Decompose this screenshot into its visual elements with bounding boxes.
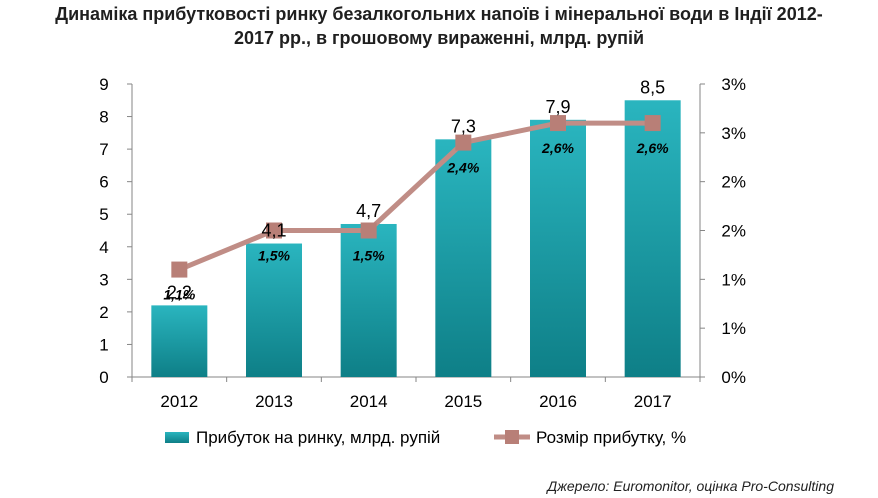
x-tick-label: 2015 [444, 392, 482, 411]
line-value-label: 2,4% [446, 160, 479, 176]
y-right-tick-label: 1% [721, 270, 746, 289]
bar-2015 [435, 139, 492, 377]
line-value-label: 2,6% [636, 140, 669, 156]
line-value-label: 1,1% [163, 287, 195, 303]
line-marker-2013 [266, 222, 282, 239]
line-value-label: 1,5% [258, 248, 290, 264]
y-right-tick-label: 3% [721, 75, 746, 94]
chart-title-line-2: 2017 рр., в грошовому вираженні, млрд. р… [233, 28, 645, 48]
bar-value-label: 7,9 [545, 97, 570, 117]
legend-bar-swatch [165, 432, 189, 443]
y-left-tick-label: 4 [99, 238, 108, 257]
x-tick-label: 2014 [350, 392, 388, 411]
legend-line-marker [505, 430, 519, 444]
line-marker-2014 [360, 222, 377, 239]
legend-line-label: Розмір прибутку, % [536, 428, 686, 447]
y-left-tick-label: 8 [99, 108, 108, 127]
chart-title-line-1: Динаміка прибутковості ринку безалкоголь… [55, 4, 823, 24]
legend-bar-label: Прибуток на ринку, млрд. рупій [196, 428, 440, 447]
bar-value-label: 7,3 [451, 116, 476, 136]
line-value-label: 1,5% [353, 248, 385, 264]
x-tick-label: 2012 [160, 392, 198, 411]
x-tick-label: 2016 [539, 392, 577, 411]
y-left-tick-label: 7 [99, 140, 108, 159]
y-right-tick-label: 2% [721, 173, 746, 192]
bar-value-label: 4,7 [356, 201, 381, 221]
y-left-tick-label: 2 [99, 303, 108, 322]
y-right-tick-label: 3% [721, 124, 746, 143]
bar-2013 [246, 243, 302, 377]
bar-value-label: 8,5 [640, 77, 665, 97]
y-left-tick-label: 1 [99, 335, 108, 354]
y-left-tick-label: 3 [99, 270, 108, 289]
x-tick-label: 2013 [255, 392, 293, 411]
y-left-tick-label: 9 [99, 75, 108, 94]
bar-2012 [151, 305, 208, 377]
y-right-tick-label: 2% [721, 222, 746, 241]
y-left-tick-label: 5 [99, 205, 108, 224]
line-value-label: 2,6% [541, 140, 574, 156]
line-marker-2017 [644, 115, 661, 132]
y-right-tick-label: 1% [721, 319, 746, 338]
bar-2017 [624, 100, 681, 378]
chart-title: Динаміка прибутковості ринку безалкоголь… [0, 2, 878, 50]
bar-2016 [530, 119, 586, 378]
x-tick-label: 2017 [634, 392, 672, 411]
bar-value-label: 2,2 [167, 282, 192, 302]
bar-2014 [340, 223, 397, 377]
y-left-tick-label: 6 [99, 173, 108, 192]
line-marker-2016 [550, 115, 566, 132]
y-right-tick-label: 0% [721, 368, 746, 387]
line-marker-2015 [455, 134, 472, 151]
source-note: Джерело: Euromonitor, оцінка Pro-Consult… [547, 478, 834, 494]
line-series-profit-share [178, 120, 653, 272]
line-marker-2012 [171, 261, 188, 278]
bar-value-label: 4,1 [261, 221, 286, 241]
y-left-tick-label: 0 [99, 368, 108, 387]
